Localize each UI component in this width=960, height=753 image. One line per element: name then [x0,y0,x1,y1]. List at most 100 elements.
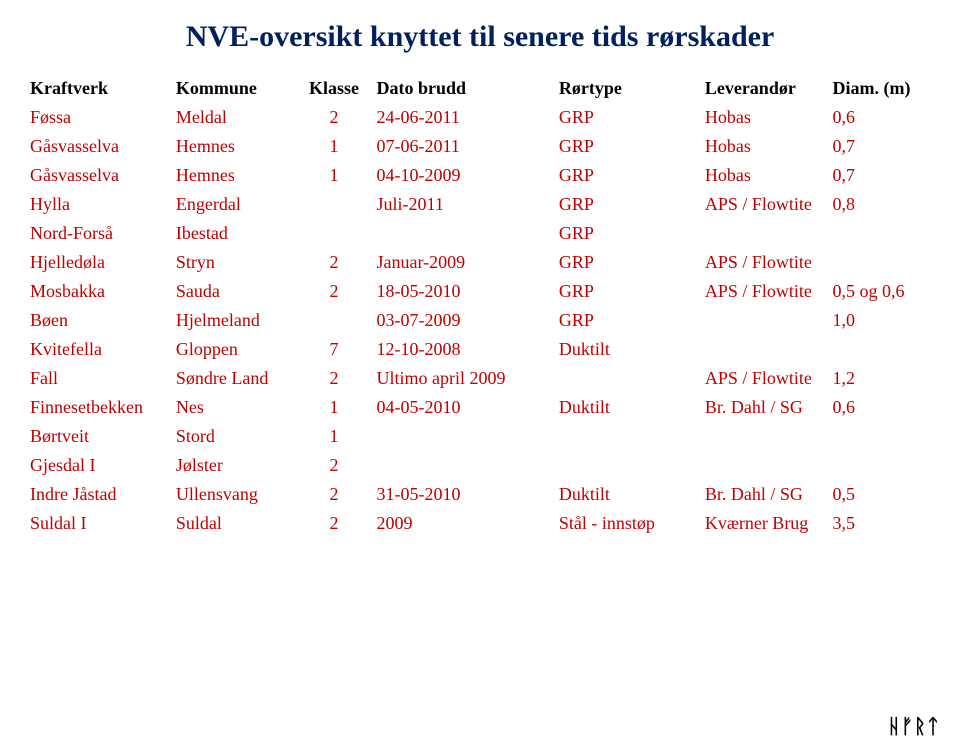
cell-klasse: 7 [298,335,371,364]
cell-kommune: Suldal [170,509,298,538]
table-row: FinnesetbekkenNes104-05-2010DuktiltBr. D… [24,393,936,422]
cell-dato: 24-06-2011 [371,103,553,132]
cell-kommune: Hemnes [170,132,298,161]
table-header-row: KraftverkKommuneKlasseDato bruddRørtypeL… [24,74,936,103]
cell-dato: Ultimo april 2009 [371,364,553,393]
cell-kommune: Hjelmeland [170,306,298,335]
page-title: NVE-oversikt knyttet til senere tids rør… [24,20,936,54]
cell-dato: 12-10-2008 [371,335,553,364]
cell-diam [827,451,937,480]
cell-klasse: 2 [298,364,371,393]
cell-rortype: GRP [553,132,699,161]
table-row: HyllaEngerdalJuli-2011GRPAPS / Flowtite0… [24,190,936,219]
cell-dato [371,451,553,480]
col-header-klasse: Klasse [298,74,371,103]
cell-dato [371,422,553,451]
col-header-rortype: Rørtype [553,74,699,103]
cell-diam: 0,5 og 0,6 [827,277,937,306]
cell-rortype: GRP [553,219,699,248]
cell-kraftverk: Suldal I [24,509,170,538]
cell-klasse: 2 [298,451,371,480]
cell-klasse: 1 [298,393,371,422]
cell-klasse: 2 [298,103,371,132]
cell-rortype [553,451,699,480]
cell-rortype: Duktilt [553,480,699,509]
cell-kraftverk: Bøen [24,306,170,335]
cell-dato: 2009 [371,509,553,538]
cell-kommune: Meldal [170,103,298,132]
cell-kommune: Stryn [170,248,298,277]
cell-lev [699,335,827,364]
cell-klasse: 1 [298,132,371,161]
table-row: BøenHjelmeland03-07-2009GRP1,0 [24,306,936,335]
cell-rortype [553,422,699,451]
table-row: HjelledølaStryn2Januar-2009GRPAPS / Flow… [24,248,936,277]
cell-kommune: Sauda [170,277,298,306]
cell-lev: APS / Flowtite [699,277,827,306]
cell-dato: Juli-2011 [371,190,553,219]
cell-lev: APS / Flowtite [699,248,827,277]
cell-dato: 07-06-2011 [371,132,553,161]
cell-diam: 3,5 [827,509,937,538]
cell-kraftverk: Hjelledøla [24,248,170,277]
cell-lev [699,451,827,480]
cell-kraftverk: Gjesdal I [24,451,170,480]
cell-diam [827,219,937,248]
table-row: GåsvasselvaHemnes107-06-2011GRPHobas0,7 [24,132,936,161]
cell-kraftverk: Indre Jåstad [24,480,170,509]
col-header-diam: Diam. (m) [827,74,937,103]
col-header-kraftverk: Kraftverk [24,74,170,103]
cell-dato: Januar-2009 [371,248,553,277]
cell-lev: APS / Flowtite [699,364,827,393]
col-header-dato: Dato brudd [371,74,553,103]
table-row: MosbakkaSauda218-05-2010GRPAPS / Flowtit… [24,277,936,306]
table-row: Indre JåstadUllensvang231-05-2010Duktilt… [24,480,936,509]
col-header-lev: Leverandør [699,74,827,103]
cell-dato: 31-05-2010 [371,480,553,509]
cell-lev: Br. Dahl / SG [699,480,827,509]
data-table: KraftverkKommuneKlasseDato bruddRørtypeL… [24,74,936,538]
cell-diam [827,422,937,451]
cell-diam: 0,7 [827,161,937,190]
cell-kraftverk: Mosbakka [24,277,170,306]
cell-kommune: Engerdal [170,190,298,219]
cell-dato: 04-05-2010 [371,393,553,422]
cell-lev [699,306,827,335]
cell-dato [371,219,553,248]
cell-dato: 04-10-2009 [371,161,553,190]
cell-rortype: Duktilt [553,393,699,422]
table-row: KvitefellaGloppen712-10-2008Duktilt [24,335,936,364]
cell-diam: 0,7 [827,132,937,161]
cell-klasse: 1 [298,422,371,451]
cell-lev: APS / Flowtite [699,190,827,219]
table-row: Suldal ISuldal22009Stål - innstøpKværner… [24,509,936,538]
cell-kraftverk: Føssa [24,103,170,132]
cell-kraftverk: Hylla [24,190,170,219]
cell-rortype: GRP [553,103,699,132]
cell-klasse [298,190,371,219]
cell-diam [827,248,937,277]
cell-rortype [553,364,699,393]
cell-diam [827,335,937,364]
cell-diam: 1,0 [827,306,937,335]
cell-diam: 1,2 [827,364,937,393]
cell-lev: Hobas [699,103,827,132]
cell-rortype: GRP [553,277,699,306]
col-header-kommune: Kommune [170,74,298,103]
cell-lev: Kværner Brug [699,509,827,538]
table-row: FallSøndre Land2Ultimo april 2009APS / F… [24,364,936,393]
cell-kraftverk: Kvitefella [24,335,170,364]
cell-dato: 18-05-2010 [371,277,553,306]
cell-rortype: Stål - innstøp [553,509,699,538]
cell-rortype: GRP [553,306,699,335]
cell-lev: Hobas [699,132,827,161]
cell-lev [699,422,827,451]
footer-logo: ᚺᚠᚱᛏ [888,716,940,739]
cell-klasse: 2 [298,248,371,277]
cell-klasse: 1 [298,161,371,190]
cell-kommune: Jølster [170,451,298,480]
table-row: BørtveitStord1 [24,422,936,451]
cell-rortype: Duktilt [553,335,699,364]
cell-rortype: GRP [553,161,699,190]
cell-klasse [298,219,371,248]
